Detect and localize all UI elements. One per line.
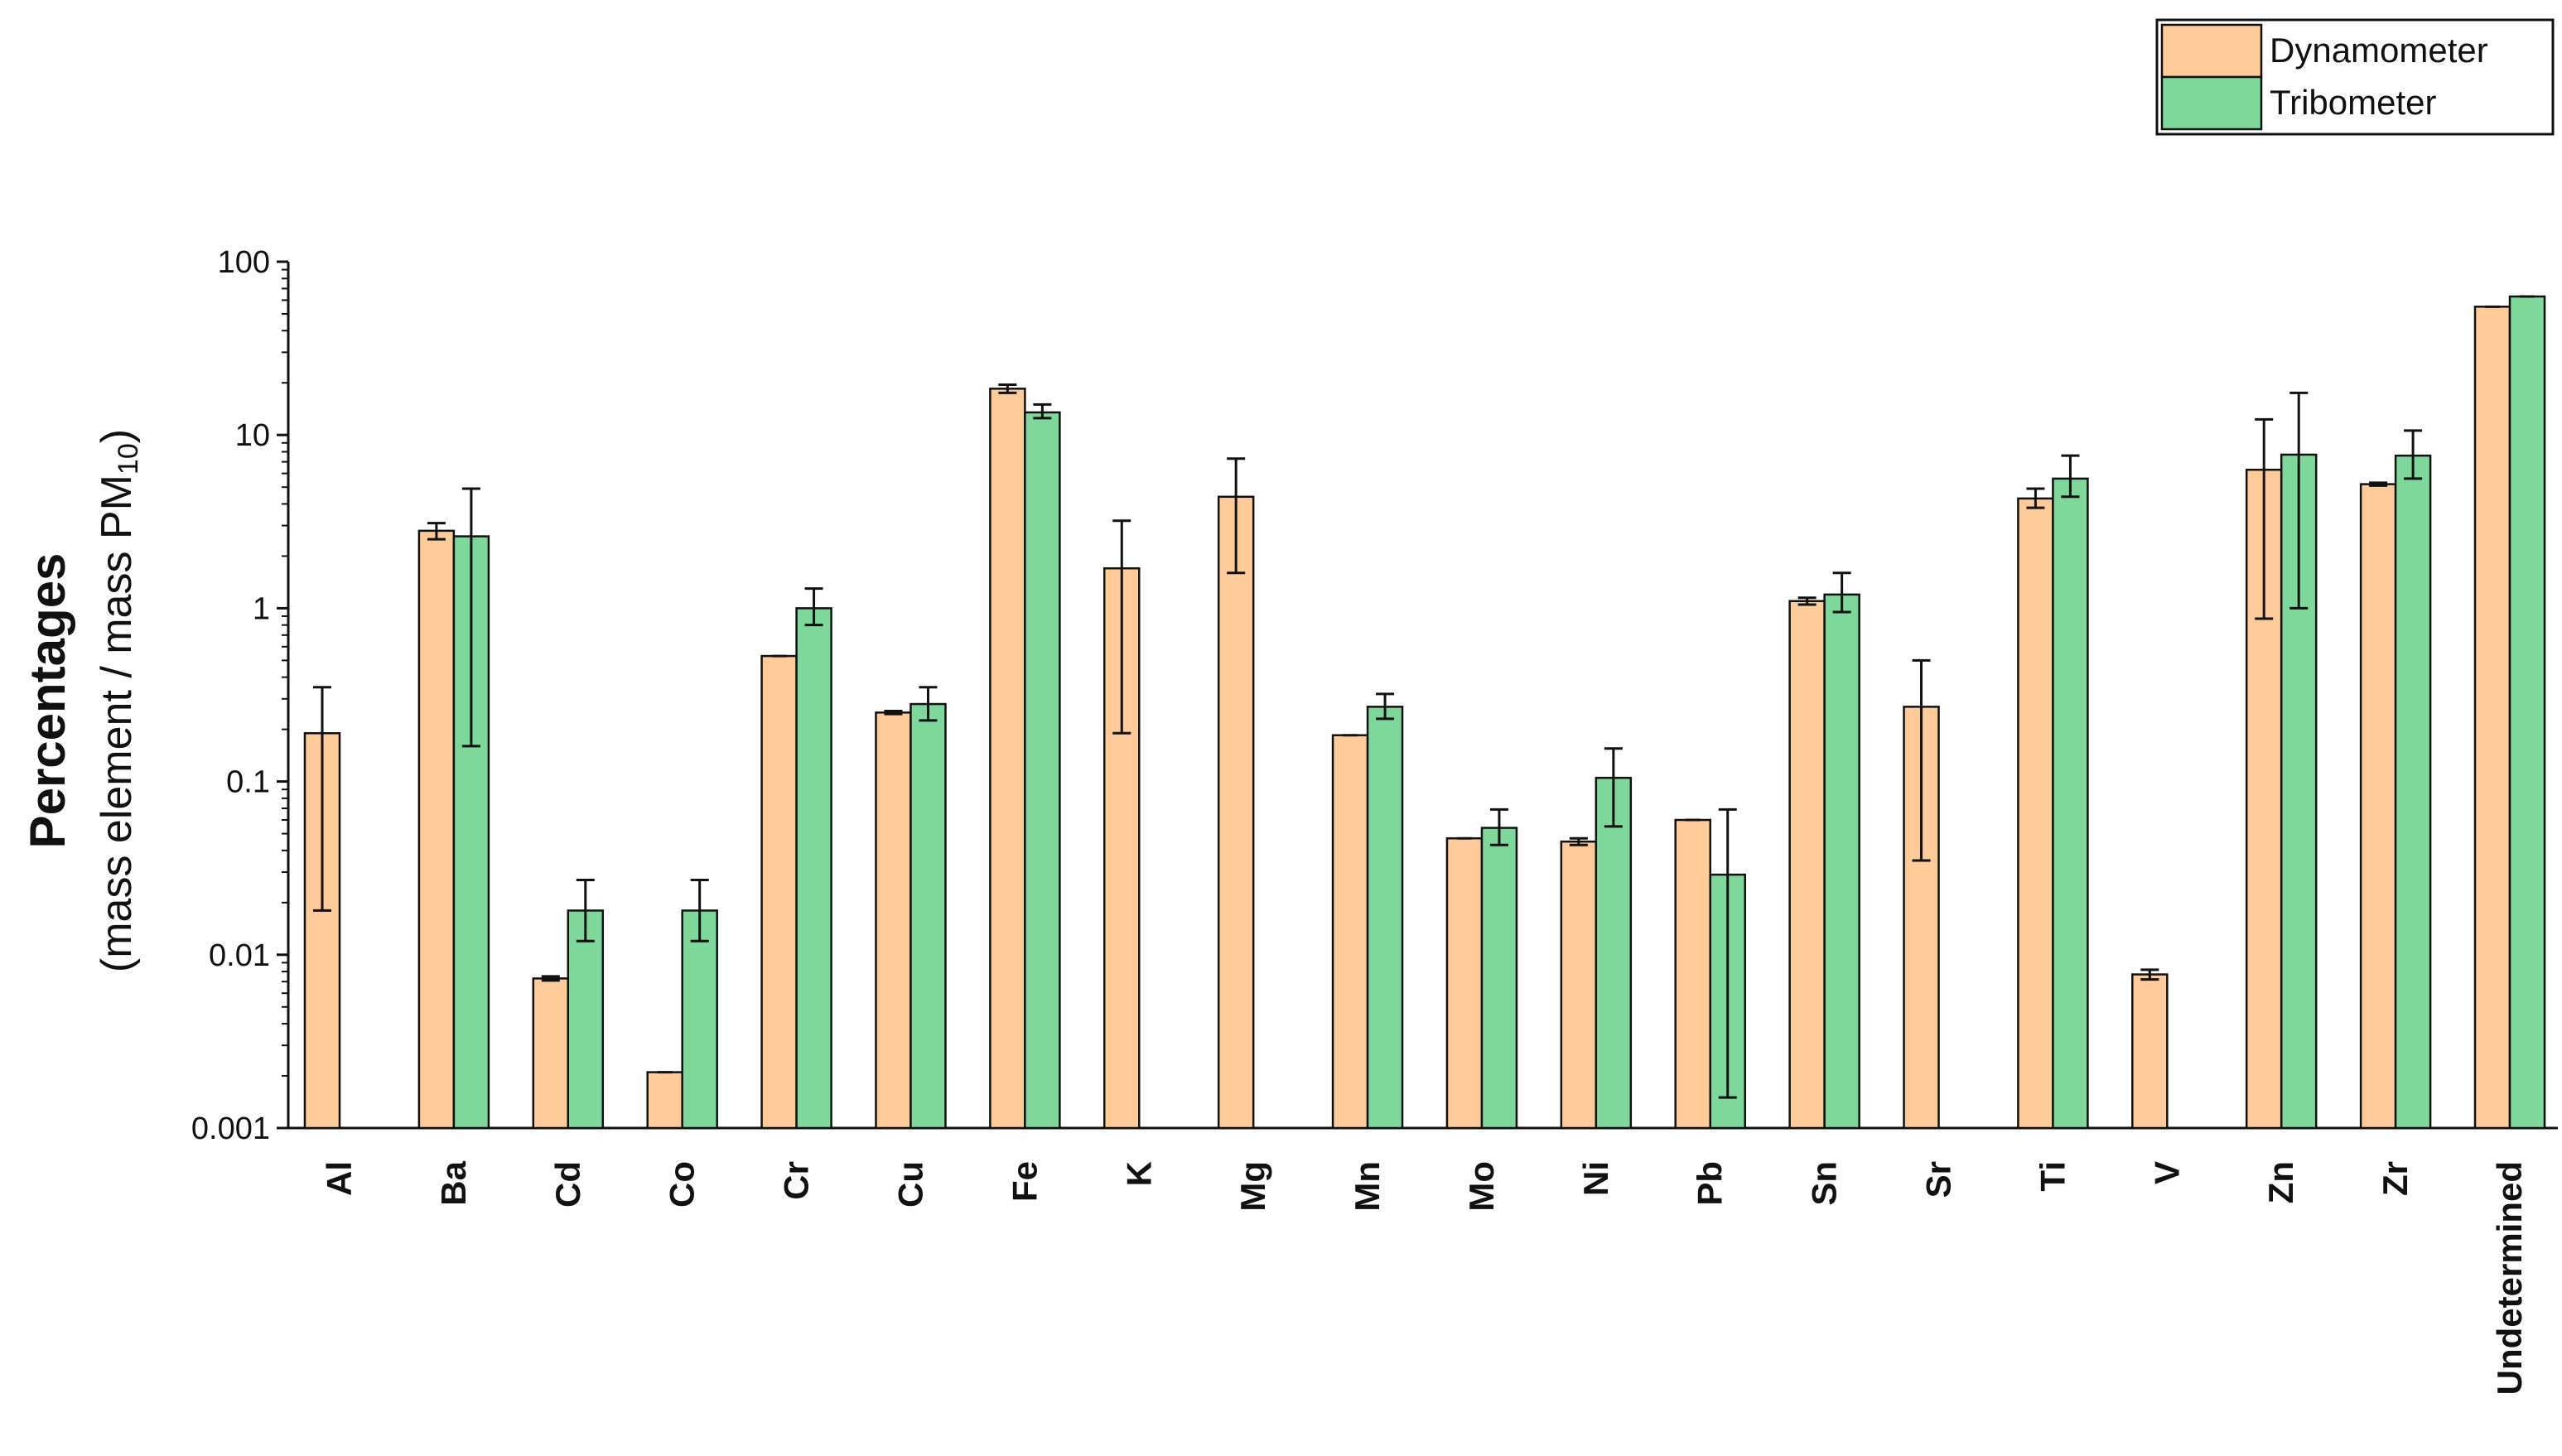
y-axis-label: Percentages	[20, 553, 75, 849]
bar-tribometer-sn	[1823, 593, 1860, 1130]
bar-dynamometer-sn	[1788, 600, 1826, 1130]
bar-tribometer-zr	[2394, 454, 2432, 1130]
bar-dynamometer-mg	[1217, 495, 1255, 1130]
bar-dynamometer-cu	[875, 711, 912, 1130]
bar-tribometer-co	[681, 909, 718, 1130]
bar-dynamometer-ni	[1560, 840, 1598, 1130]
bar-dynamometer-ti	[2017, 497, 2054, 1130]
x-tick-label-cu: Cu	[890, 1161, 929, 1208]
bar-dynamometer-cd	[532, 977, 570, 1130]
legend-label-dynamometer: Dynamometer	[2270, 31, 2488, 70]
bar-dynamometer-co	[646, 1071, 683, 1130]
bar-dynamometer-mn	[1331, 734, 1369, 1130]
bar-tribometer-fe	[1024, 411, 1061, 1130]
x-tick-label-cr: Cr	[777, 1161, 816, 1200]
bar-dynamometer-cr	[760, 654, 798, 1130]
y-axis-sublabel: (mass element / mass PM10)	[93, 429, 144, 972]
bar-dynamometer-v	[2131, 973, 2169, 1130]
y-tick-label: 0.001	[191, 1111, 270, 1146]
x-tick-label-mo: Mo	[1462, 1161, 1501, 1212]
x-tick-label-mn: Mn	[1348, 1161, 1387, 1212]
bar-tribometer-mn	[1366, 706, 1404, 1130]
y-tick-label: 0.1	[226, 765, 270, 800]
plot-area: 0.001 0.01 0.1 1 10 100 Al Ba Cd Co Cr Cu Fe K Mg Mn Mo N…	[191, 245, 2558, 1395]
legend-swatch-tribometer	[2160, 75, 2263, 131]
x-tick-label-co: Co	[663, 1161, 702, 1208]
bar-tribometer-ti	[2052, 477, 2089, 1130]
bar-dynamometer-fe	[989, 388, 1026, 1130]
x-tick-label-k: K	[1119, 1161, 1158, 1186]
bar-tribometer-mo	[1480, 827, 1518, 1130]
bar-tribometer-undetermined	[2508, 295, 2546, 1130]
x-tick-label-mg: Mg	[1233, 1161, 1272, 1212]
x-tick-label-undetermined: Undetermined	[2490, 1161, 2529, 1395]
y-tick-label: 1	[253, 591, 270, 626]
bar-dynamometer-zr	[2359, 483, 2397, 1130]
x-tick-label-ba: Ba	[434, 1160, 473, 1205]
x-tick-label-fe: Fe	[1005, 1161, 1044, 1202]
bar-dynamometer-ba	[417, 529, 456, 1130]
bar-dynamometer-undetermined	[2473, 306, 2511, 1130]
legend-label-tribometer: Tribometer	[2270, 83, 2437, 122]
x-tick-label-al: Al	[320, 1161, 359, 1196]
y-axis-title: Percentages (mass element / mass PM10)	[20, 429, 144, 972]
x-tick-label-v: V	[2147, 1161, 2186, 1184]
x-tick-label-zn: Zn	[2261, 1161, 2300, 1203]
x-tick-label-ti: Ti	[2033, 1161, 2072, 1192]
bar-tribometer-cr	[795, 607, 832, 1130]
bar-tribometer-cu	[909, 702, 947, 1130]
y-tick-label: 10	[235, 418, 270, 453]
x-tick-label-pb: Pb	[1691, 1161, 1730, 1206]
bar-tribometer-cd	[567, 909, 605, 1130]
y-tick-label: 0.01	[209, 938, 270, 973]
legend-swatch-dynamometer	[2160, 23, 2263, 79]
x-tick-label-ni: Ni	[1576, 1161, 1615, 1196]
bar-dynamometer-mo	[1445, 836, 1484, 1130]
x-tick-label-sn: Sn	[1805, 1161, 1844, 1206]
bar-dynamometer-pb	[1674, 818, 1711, 1130]
legend: Dynamometer Tribometer	[2155, 18, 2555, 136]
bar-tribometer-ni	[1595, 776, 1633, 1130]
y-tick-label: 100	[218, 245, 270, 280]
x-tick-label-zr: Zr	[2376, 1161, 2415, 1196]
x-tick-label-cd: Cd	[548, 1161, 587, 1208]
x-tick-label-sr: Sr	[1919, 1161, 1958, 1198]
